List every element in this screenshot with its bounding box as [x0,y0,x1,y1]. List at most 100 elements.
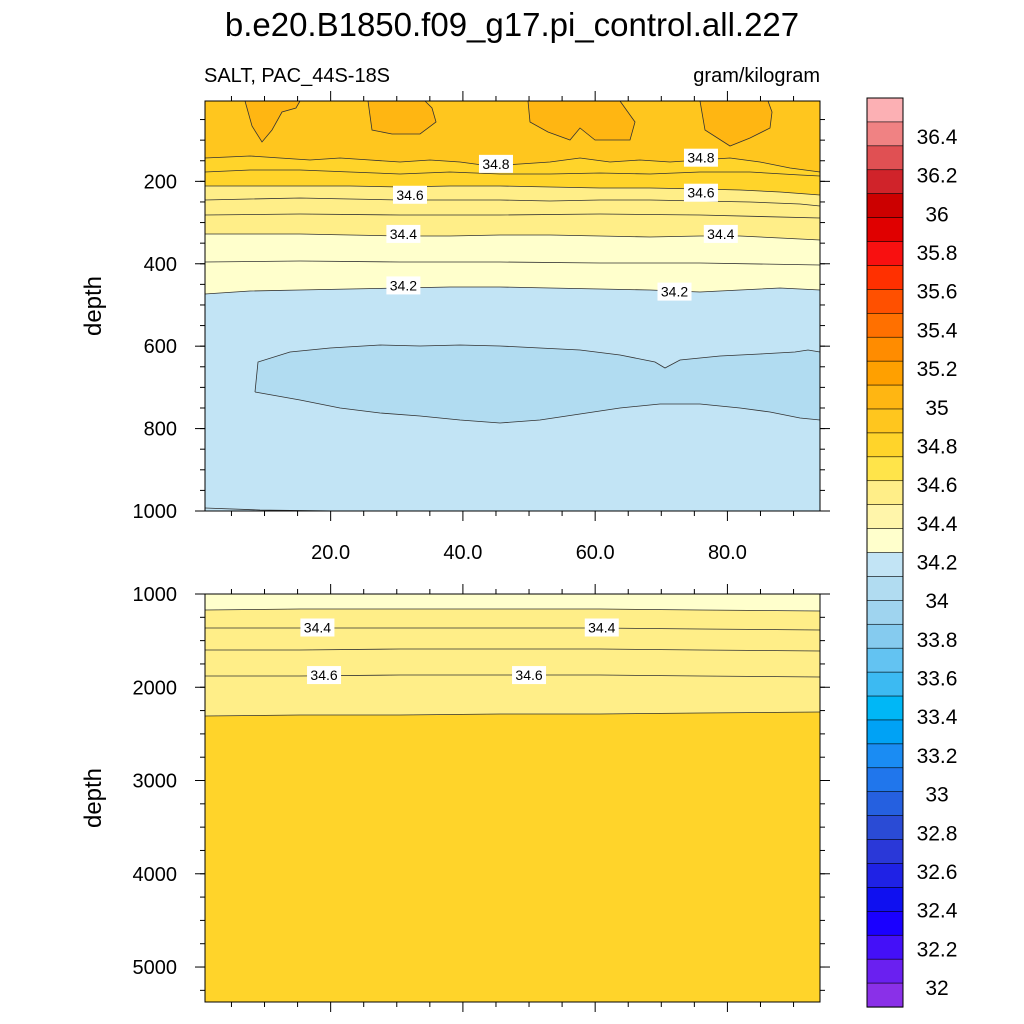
chart-title: b.e20.B1850.f09_g17.pi_control.all.227 [225,6,799,43]
colorbar-label: 32.6 [917,861,958,884]
contour-label: 34.6 [512,666,547,685]
contour-label: 34.4 [584,618,619,637]
colorbar-frame [866,97,904,1008]
colorbar-label: 33.6 [917,668,958,691]
colorbar-label: 33.2 [917,745,958,768]
colorbar-box [866,600,904,625]
top-fill-35-0 [205,101,820,172]
y-tick-label: 4000 [133,864,178,886]
contour-label-text: 34.2 [390,277,417,293]
colorbar-box [866,576,904,601]
colorbar-label: 36 [925,203,948,226]
colorbar-box [866,504,904,530]
bottom-panel: 34.4 34.4 34.6 34.6 1000 2000 3000 4000 5000 de… [80,584,830,1012]
x-tick-label: 20.0 [311,542,350,564]
colorbar-label: 34.2 [917,552,958,575]
colorbar-box [866,791,904,817]
colorbar-box [866,887,904,912]
colorbar-label: 33.4 [917,706,958,729]
colorbar-label: 33.8 [917,629,958,652]
colorbar-label: 35.8 [917,242,958,265]
contour-label: 34.6 [683,183,718,202]
colorbar-label: 32.8 [917,822,958,845]
bottom-axis-ticks: 1000 2000 3000 4000 5000 [133,584,830,1012]
bottom-contour-fills [205,594,820,1002]
top-ylabel: depth [80,276,107,336]
colorbar-box [866,719,904,745]
colorbar-box [866,911,904,936]
contour-label-text: 34.2 [661,284,688,300]
colorbar-box [866,265,904,290]
colorbar-box [866,528,904,554]
top-fill-34-0 [255,345,820,423]
y-tick-label: 600 [144,336,177,358]
contour-label: 34.4 [300,618,335,637]
x-tick-label: 80.0 [708,542,747,564]
colorbar-label: 36.4 [917,126,958,149]
contour-label: 34.6 [307,666,342,685]
colorbar-box [866,815,904,841]
colorbar-box [866,289,904,314]
colorbar-label: 35 [925,397,948,420]
colorbar-label: 34.6 [917,474,958,497]
colorbar-label: 33 [925,784,948,807]
y-tick-label: 1000 [133,584,178,606]
bottom-contour-lines [204,608,821,717]
contour-label: 34.6 [393,185,427,204]
contour-label: 34.4 [386,224,421,243]
top-frame [204,100,821,512]
contour-label-text: 34.4 [588,620,615,636]
colorbar-box [866,336,904,362]
x-tick-label: 60.0 [576,542,615,564]
contour-label-text: 34.8 [687,150,714,166]
contour-label: 34.2 [657,282,692,301]
colorbar-label: 35.6 [917,281,958,304]
colorbar-box [866,671,904,697]
y-tick-label: 200 [144,171,177,193]
colorbar-box [866,360,904,386]
colorbar-label: 34.8 [917,435,958,458]
colorbar: 36.4 36.2 36 35.8 35.6 35.4 35.2 35 34.8 34.6 34.4… [866,97,958,1008]
colorbar-box [866,767,904,793]
y-tick-label: 2000 [133,677,178,699]
colorbar-box [866,552,904,578]
colorbar-label: 36.2 [917,165,958,188]
colorbar-box [866,695,904,721]
colorbar-box [866,982,904,1008]
y-tick-label: 5000 [133,957,178,979]
colorbar-box [866,312,904,338]
colorbar-box [866,408,904,434]
contour-label-text: 34.6 [396,187,423,203]
colorbar-box [866,647,904,673]
contour-label-text: 34.4 [304,620,331,636]
bottom-contour-labels: 34.4 34.4 34.6 34.6 [300,618,619,685]
colorbar-box [866,839,904,865]
contour-label: 34.4 [703,224,738,243]
colorbar-box [866,623,904,649]
colorbar-label: 32 [925,977,948,1000]
colorbar-label: 32.4 [917,900,958,923]
y-tick-label: 1000 [133,501,178,523]
colorbar-box [866,958,904,984]
subtitle-left: SALT, PAC_44S-18S [204,65,390,87]
contour-label-text: 34.4 [707,226,734,242]
bottom-frame [204,593,821,1003]
colorbar-box [866,863,904,888]
contour-label-text: 34.8 [482,156,509,172]
top-fill-35-0-patches [245,101,772,146]
contour-label: 34.2 [386,276,421,295]
colorbar-box [866,193,904,219]
colorbar-box [866,934,904,960]
y-tick-label: 3000 [133,771,178,793]
colorbar-label: 35.4 [917,319,958,342]
top-axis-ticks: 200 400 600 800 1000 20.0 40.0 60.0 80.0 [133,91,830,564]
bottom-fill-34-4 [205,594,820,611]
colorbar-box [866,456,904,482]
colorbar-box [866,743,904,769]
colorbar-label: 32.2 [917,938,958,961]
contour-label-text: 34.6 [515,667,542,683]
colorbar-box [866,480,904,506]
colorbar-box [866,169,904,195]
contour-label-text: 34.6 [310,667,337,683]
bottom-fill-34-6 [205,594,820,716]
